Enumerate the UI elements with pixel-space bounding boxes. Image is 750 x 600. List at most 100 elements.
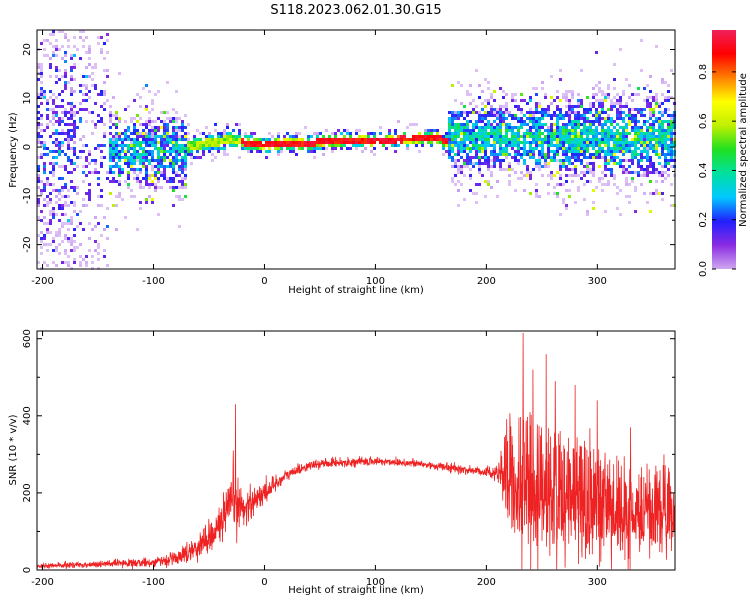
heatmap-cell bbox=[478, 156, 481, 159]
heatmap-cell bbox=[145, 177, 148, 180]
heatmap-cell bbox=[151, 135, 154, 138]
heatmap-cell bbox=[616, 207, 619, 210]
heatmap-cell bbox=[607, 150, 610, 153]
heatmap-cell bbox=[583, 147, 586, 150]
heatmap-cell bbox=[547, 138, 550, 141]
heatmap-cell bbox=[469, 120, 472, 123]
heatmap-cell bbox=[496, 156, 499, 159]
heatmap-cell bbox=[619, 144, 622, 147]
heatmap-cell bbox=[427, 135, 430, 138]
heatmap-cell bbox=[514, 126, 517, 129]
heatmap-cell bbox=[601, 147, 604, 150]
heatmap-cell bbox=[367, 138, 370, 141]
heatmap-cell bbox=[52, 123, 55, 126]
heatmap-cell bbox=[400, 138, 403, 141]
heatmap-cell bbox=[61, 186, 64, 189]
heatmap-cell bbox=[508, 114, 511, 117]
heatmap-cell bbox=[469, 84, 472, 87]
heatmap-cell bbox=[517, 162, 520, 165]
heatmap-cell bbox=[322, 138, 325, 141]
heatmap-cell bbox=[619, 114, 622, 117]
heatmap-cell bbox=[514, 144, 517, 147]
heatmap-cell bbox=[454, 183, 457, 186]
heatmap-cell bbox=[652, 120, 655, 123]
heatmap-cell bbox=[619, 117, 622, 120]
heatmap-cell bbox=[493, 138, 496, 141]
heatmap-cell bbox=[589, 102, 592, 105]
heatmap-cell bbox=[643, 168, 646, 171]
heatmap-cell bbox=[253, 138, 256, 141]
heatmap-cell bbox=[628, 84, 631, 87]
heatmap-cell bbox=[661, 150, 664, 153]
heatmap-cell bbox=[535, 183, 538, 186]
heatmap-cell bbox=[235, 144, 238, 147]
heatmap-cell bbox=[598, 105, 601, 108]
heatmap-cell bbox=[490, 111, 493, 114]
heatmap-cell bbox=[514, 156, 517, 159]
heatmap-cell bbox=[265, 150, 268, 153]
heatmap-cell bbox=[85, 159, 88, 162]
heatmap-cell bbox=[544, 153, 547, 156]
heatmap-cell bbox=[451, 159, 454, 162]
heatmap-cell bbox=[634, 150, 637, 153]
heatmap-cell bbox=[490, 108, 493, 111]
heatmap-cell bbox=[595, 153, 598, 156]
heatmap-cell bbox=[589, 123, 592, 126]
heatmap-cell bbox=[136, 156, 139, 159]
colorbar-gradient bbox=[712, 30, 736, 269]
heatmap-cell bbox=[247, 135, 250, 138]
heatmap-cell bbox=[70, 123, 73, 126]
heatmap-cell bbox=[595, 150, 598, 153]
heatmap-cell bbox=[103, 57, 106, 60]
heatmap-cell bbox=[484, 156, 487, 159]
heatmap-cell bbox=[490, 114, 493, 117]
heatmap-cell bbox=[259, 150, 262, 153]
heatmap-cell bbox=[649, 159, 652, 162]
heatmap-cell bbox=[658, 174, 661, 177]
heatmap-cell bbox=[121, 168, 124, 171]
heatmap-cell bbox=[559, 78, 562, 81]
heatmap-cell bbox=[541, 150, 544, 153]
heatmap-cell bbox=[82, 198, 85, 201]
heatmap-cell bbox=[562, 114, 565, 117]
heatmap-cell bbox=[478, 129, 481, 132]
heatmap-cell bbox=[490, 159, 493, 162]
heatmap-cell bbox=[583, 150, 586, 153]
heatmap-cell bbox=[607, 147, 610, 150]
heatmap-cell bbox=[115, 141, 118, 144]
heatmap-cell bbox=[106, 75, 109, 78]
heatmap-cell bbox=[133, 141, 136, 144]
spectrogram-heatmap bbox=[37, 30, 676, 270]
heatmap-cell bbox=[52, 216, 55, 219]
heatmap-cell bbox=[43, 144, 46, 147]
heatmap-cell bbox=[172, 132, 175, 135]
heatmap-cell bbox=[538, 117, 541, 120]
heatmap-cell bbox=[211, 144, 214, 147]
heatmap-cell bbox=[565, 159, 568, 162]
heatmap-cell bbox=[652, 123, 655, 126]
heatmap-cell bbox=[385, 147, 388, 150]
heatmap-cell bbox=[613, 96, 616, 99]
heatmap-cell bbox=[499, 138, 502, 141]
heatmap-cell bbox=[553, 123, 556, 126]
heatmap-cell bbox=[640, 126, 643, 129]
heatmap-cell bbox=[43, 153, 46, 156]
heatmap-cell bbox=[325, 147, 328, 150]
heatmap-cell bbox=[652, 99, 655, 102]
heatmap-cell bbox=[97, 42, 100, 45]
heatmap-cell bbox=[277, 132, 280, 135]
heatmap-cell bbox=[580, 162, 583, 165]
heatmap-cell bbox=[646, 138, 649, 141]
heatmap-cell bbox=[118, 72, 121, 75]
heatmap-cell bbox=[646, 156, 649, 159]
heatmap-cell bbox=[367, 135, 370, 138]
heatmap-cell bbox=[613, 144, 616, 147]
heatmap-cell bbox=[559, 69, 562, 72]
heatmap-cell bbox=[646, 129, 649, 132]
heatmap-cell bbox=[157, 153, 160, 156]
heatmap-cell bbox=[253, 141, 256, 144]
heatmap-cell bbox=[133, 195, 136, 198]
heatmap-cell bbox=[88, 192, 91, 195]
heatmap-cell bbox=[562, 117, 565, 120]
heatmap-cell bbox=[133, 99, 136, 102]
